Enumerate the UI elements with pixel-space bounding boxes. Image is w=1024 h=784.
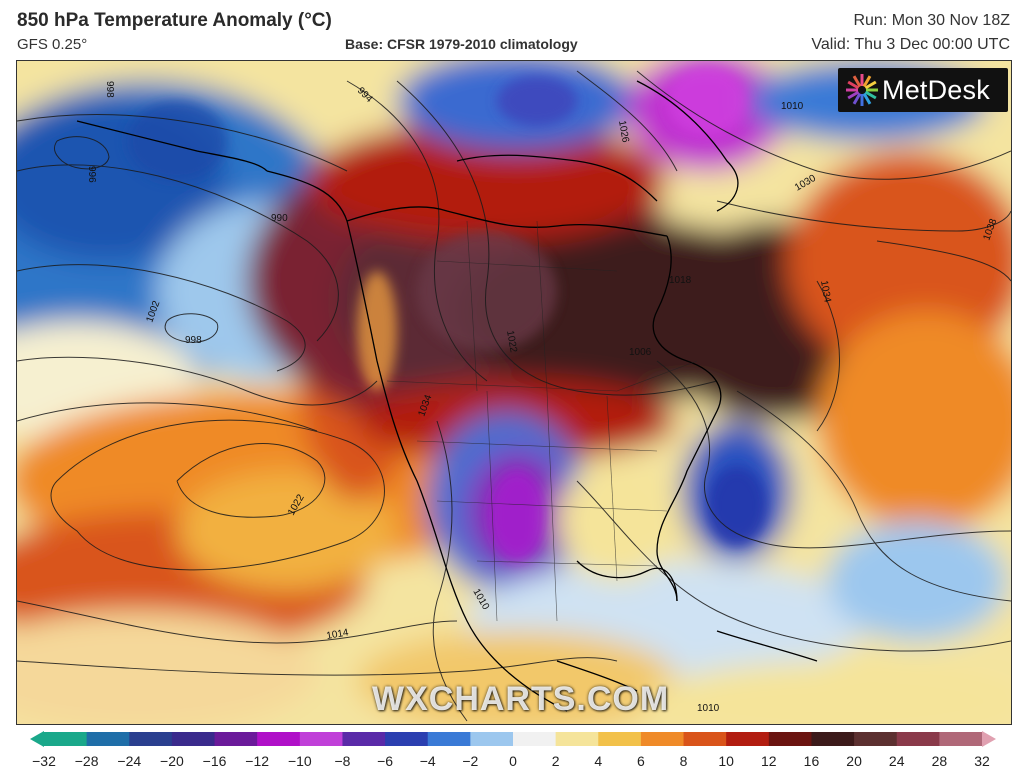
colorbar-segment — [129, 732, 173, 746]
coastlines — [76, 80, 818, 712]
colorbar-tick-label: −20 — [160, 753, 184, 769]
colorbar-tick-label: −24 — [117, 753, 142, 769]
colorbar-tick-label: 0 — [509, 753, 517, 769]
isobar-label: 996 — [86, 166, 97, 183]
colorbar-segment — [171, 732, 216, 746]
colorbar-right-arrow — [982, 731, 996, 747]
colorbar-tick-label: 16 — [803, 753, 820, 769]
colorbar-segment — [513, 732, 557, 746]
colorbar-tick-label: −10 — [287, 753, 312, 769]
run-time-label: Run: Mon 30 Nov 18Z — [853, 12, 1010, 29]
colorbar-tick-label: −2 — [462, 753, 479, 769]
climatology-base-label: Base: CFSR 1979-2010 climatology — [345, 36, 578, 52]
colorbar-tick-label: −12 — [245, 753, 270, 769]
isobar-label: 1026 — [616, 120, 631, 144]
colorbar-tick-label: 6 — [637, 753, 645, 769]
metdesk-logo-text: MetDesk — [882, 75, 990, 105]
colorbar-tick-label: 8 — [679, 753, 688, 769]
isobars — [17, 70, 1011, 722]
colorbar-tick-label: −8 — [334, 753, 351, 769]
temperature-field — [17, 61, 1011, 724]
model-label: GFS 0.25° — [17, 36, 88, 53]
isobar-label: 990 — [271, 213, 288, 224]
colorbar-segment — [44, 732, 88, 746]
metdesk-starburst-icon — [846, 74, 878, 106]
colorbar-tick-label: 2 — [551, 753, 560, 769]
colorbar-segment — [214, 732, 258, 746]
colorbar: −32 −28 −24 −20 −16 −12 −10 −8 −6 −4 −2 0 2 4 6 8 10 12 16… — [30, 731, 996, 781]
chart-header: 850 hPa Temperature Anomaly (°C) GFS 0.2… — [0, 0, 1024, 60]
colorbar-segment — [299, 732, 344, 746]
colorbar-segment — [939, 732, 983, 746]
colorbar-tick-label: −4 — [419, 753, 436, 769]
colorbar-segment — [598, 732, 642, 746]
isobar-label: 998 — [104, 81, 115, 98]
colorbar-svg — [30, 731, 996, 747]
colorbar-tick-label: 28 — [931, 753, 948, 769]
isobar-label: 1034 — [818, 280, 833, 304]
isobar-label: 1010 — [781, 101, 804, 112]
temperature-detail — [127, 66, 767, 561]
colorbar-segment — [854, 732, 898, 746]
colorbar-segment — [896, 732, 940, 746]
chart-title: 850 hPa Temperature Anomaly (°C) — [17, 10, 332, 31]
colorbar-segment — [385, 732, 429, 746]
colorbar-tick-label: −16 — [202, 753, 227, 769]
colorbar-tick-label: −28 — [74, 753, 99, 769]
isobar-label: 1014 — [326, 627, 350, 642]
colorbar-segment — [86, 732, 130, 746]
colorbar-segment — [640, 732, 685, 746]
colorbar-tick-label: 32 — [974, 753, 990, 769]
metdesk-logo: MetDesk — [838, 68, 1008, 112]
colorbar-tick-label: 10 — [718, 753, 734, 769]
colorbar-segment — [683, 732, 727, 746]
colorbar-tick-label: 20 — [846, 753, 862, 769]
colorbar-segment — [726, 732, 770, 746]
map-canvas: 998 996 990 1002 998 1022 1014 1010 1022… — [17, 61, 1011, 724]
colorbar-tick-label: 24 — [888, 753, 905, 769]
isobar-label: 1022 — [504, 330, 519, 354]
colorbar-segments — [44, 732, 983, 746]
colorbar-tick-label: 4 — [594, 753, 603, 769]
isobar-labels: 998 996 990 1002 998 1022 1014 1010 1022… — [86, 81, 1000, 714]
colorbar-left-arrow — [30, 731, 44, 747]
colorbar-segment — [427, 732, 471, 746]
colorbar-segment — [257, 732, 301, 746]
borders — [386, 220, 698, 622]
valid-time-label: Valid: Thu 3 Dec 00:00 UTC — [811, 36, 1010, 53]
anomaly-map: 998 996 990 1002 998 1022 1014 1010 1022… — [16, 60, 1012, 725]
colorbar-segment — [811, 732, 855, 746]
colorbar-segment — [768, 732, 813, 746]
colorbar-tick-label: 12 — [761, 753, 777, 769]
isobar-label: 1006 — [629, 347, 652, 358]
colorbar-segment — [342, 732, 386, 746]
colorbar-tick-label: −32 — [32, 753, 56, 769]
isobar-label: 1018 — [669, 275, 692, 286]
isobar-label: 1010 — [697, 703, 720, 714]
colorbar-segment — [555, 732, 599, 746]
wxcharts-watermark: WXCHARTS.COM — [372, 680, 670, 718]
colorbar-tick-label: −6 — [377, 753, 394, 769]
isobar-label: 998 — [185, 335, 202, 346]
colorbar-segment — [470, 732, 514, 746]
